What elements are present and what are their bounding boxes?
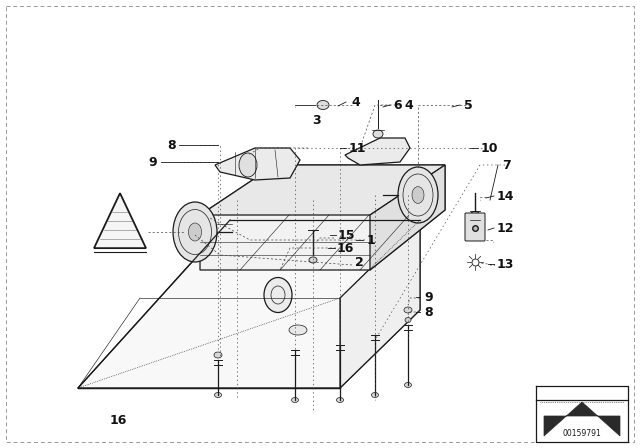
Text: 3: 3 (312, 113, 321, 126)
Polygon shape (78, 220, 420, 388)
Text: 9: 9 (148, 155, 157, 168)
Ellipse shape (404, 307, 412, 313)
Ellipse shape (337, 397, 344, 402)
Text: 5: 5 (464, 99, 473, 112)
Ellipse shape (239, 153, 257, 177)
Ellipse shape (398, 167, 438, 223)
Text: 14: 14 (497, 190, 515, 202)
Ellipse shape (264, 277, 292, 313)
Ellipse shape (373, 130, 383, 138)
Ellipse shape (291, 397, 298, 402)
Text: 16: 16 (337, 241, 355, 254)
Polygon shape (200, 165, 445, 270)
Text: 12: 12 (497, 221, 515, 234)
Polygon shape (370, 165, 445, 270)
Ellipse shape (309, 257, 317, 263)
Ellipse shape (214, 392, 221, 397)
FancyBboxPatch shape (465, 213, 485, 241)
Polygon shape (345, 138, 410, 165)
Text: 8: 8 (424, 306, 433, 319)
Text: 2: 2 (355, 255, 364, 268)
Ellipse shape (317, 100, 329, 109)
Polygon shape (544, 402, 620, 436)
Ellipse shape (371, 392, 378, 397)
Text: 15: 15 (338, 228, 355, 241)
Ellipse shape (412, 187, 424, 203)
Text: 8: 8 (167, 138, 175, 151)
Text: 9: 9 (424, 290, 433, 303)
Text: 6: 6 (393, 99, 402, 112)
Ellipse shape (289, 325, 307, 335)
Text: 16: 16 (110, 414, 127, 426)
Ellipse shape (188, 223, 202, 241)
Text: 10: 10 (481, 142, 499, 155)
Text: 4: 4 (404, 99, 413, 112)
Text: 13: 13 (497, 258, 515, 271)
Text: 7: 7 (502, 159, 511, 172)
Polygon shape (200, 165, 445, 215)
Ellipse shape (405, 318, 411, 323)
Ellipse shape (214, 352, 222, 358)
Text: 00159791: 00159791 (563, 429, 602, 438)
Ellipse shape (470, 211, 479, 219)
Ellipse shape (173, 202, 217, 262)
Text: 4: 4 (351, 95, 360, 108)
Polygon shape (94, 193, 146, 248)
Text: 11: 11 (349, 142, 367, 155)
Ellipse shape (404, 383, 412, 388)
Polygon shape (215, 148, 300, 180)
Text: 1: 1 (367, 233, 376, 246)
Polygon shape (340, 220, 420, 388)
